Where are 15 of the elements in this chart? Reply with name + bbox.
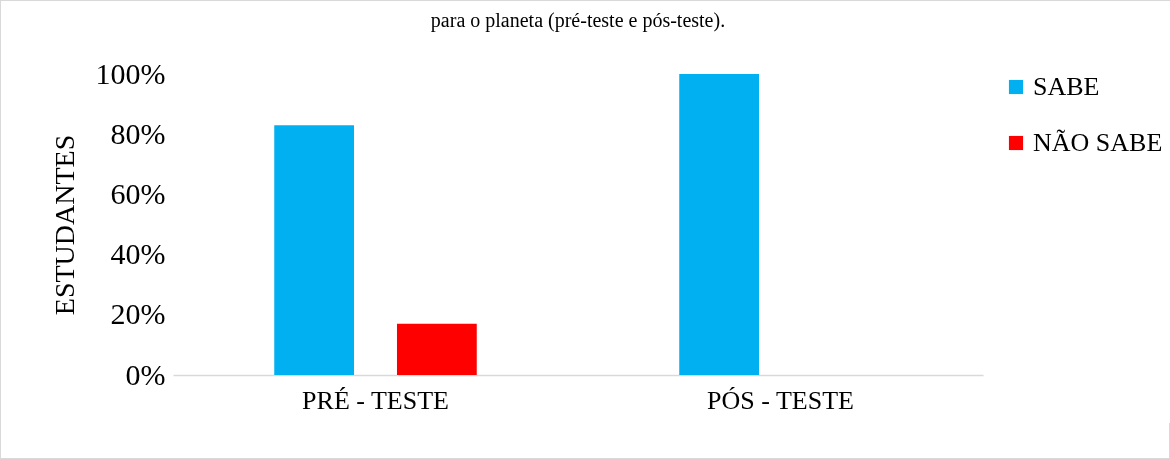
y-tick-label: 80%: [110, 116, 166, 150]
chart-title: para o planeta (pré-teste e pós-teste).: [430, 9, 726, 32]
y-tick-label: 40%: [110, 237, 166, 271]
x-tick-label: PÓS - TESTE: [707, 385, 854, 415]
bar: [274, 125, 355, 375]
y-tick-label: 60%: [110, 176, 166, 210]
y-axis-title: ESTUDANTES: [48, 134, 80, 316]
bar: [396, 323, 477, 375]
legend-label: SABE: [1033, 72, 1100, 101]
bar: [679, 74, 760, 375]
y-tick-label: 100%: [95, 56, 166, 90]
y-tick-label: 0%: [125, 357, 166, 391]
y-tick-label: 20%: [110, 297, 166, 331]
x-tick-label: PRÉ - TESTE: [302, 385, 449, 415]
legend-label: NÃO SABE: [1033, 128, 1163, 157]
